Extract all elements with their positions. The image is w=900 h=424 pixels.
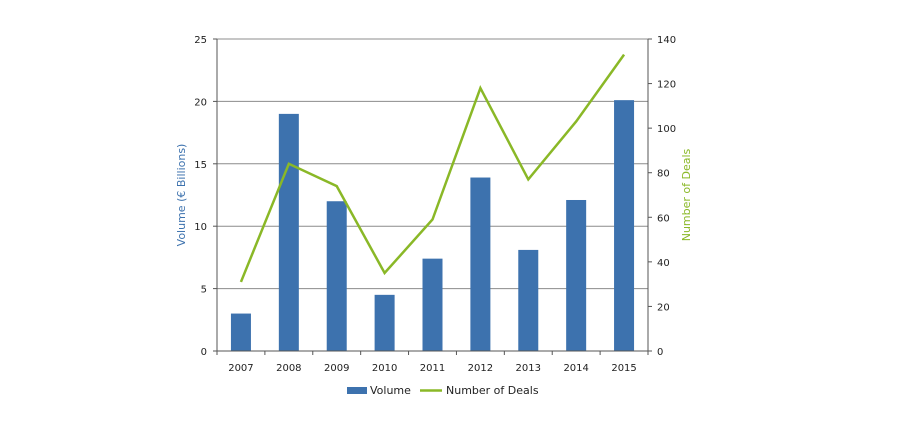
y-right-tick-label: 140	[657, 35, 676, 46]
y-right-tick-label: 0	[657, 347, 663, 358]
bar-volume-2007	[231, 314, 251, 351]
legend-swatch-volume	[347, 387, 367, 394]
bar-volume-2012	[470, 178, 490, 351]
legend: Volume Number of Deals	[347, 384, 539, 397]
y-left-tick-label: 5	[201, 285, 207, 296]
x-tick-label: 2008	[276, 363, 301, 374]
x-tick-label: 2013	[516, 363, 541, 374]
x-tick-label: 2011	[420, 363, 445, 374]
y-right-tick-label: 60	[657, 213, 670, 224]
x-tick-label: 2014	[563, 363, 588, 374]
y-right-tick-label: 80	[657, 169, 670, 180]
legend-label-deals: Number of Deals	[446, 384, 539, 397]
bar-volume-2011	[423, 259, 443, 351]
y-right-tick-label: 40	[657, 258, 670, 269]
x-tick-label: 2015	[611, 363, 636, 374]
y-right-tick-label: 120	[657, 80, 676, 91]
x-tick-label: 2010	[372, 363, 397, 374]
legend-label-volume: Volume	[370, 384, 411, 397]
y-left-tick-label: 0	[201, 347, 207, 358]
y-left-tick-label: 25	[194, 35, 207, 46]
y-left-axis-title: Volume (€ Billions)	[175, 144, 188, 247]
bar-layer	[231, 100, 634, 351]
y-right-axis-title: Number of Deals	[680, 148, 693, 241]
bar-volume-2014	[566, 200, 586, 351]
bar-volume-2009	[327, 201, 347, 351]
bar-volume-2008	[279, 114, 299, 351]
x-tick-label: 2009	[324, 363, 349, 374]
y-left-tick-label: 15	[194, 160, 207, 171]
y-right-tick-label: 20	[657, 302, 670, 313]
x-tick-label: 2007	[228, 363, 253, 374]
bar-volume-2013	[518, 250, 538, 351]
bar-volume-2015	[614, 100, 634, 351]
x-tick-label: 2012	[468, 363, 493, 374]
y-left-tick-label: 20	[194, 97, 207, 108]
y-right-tick-label: 100	[657, 124, 676, 135]
bar-volume-2010	[375, 295, 395, 351]
y-left-tick-label: 10	[194, 222, 207, 233]
